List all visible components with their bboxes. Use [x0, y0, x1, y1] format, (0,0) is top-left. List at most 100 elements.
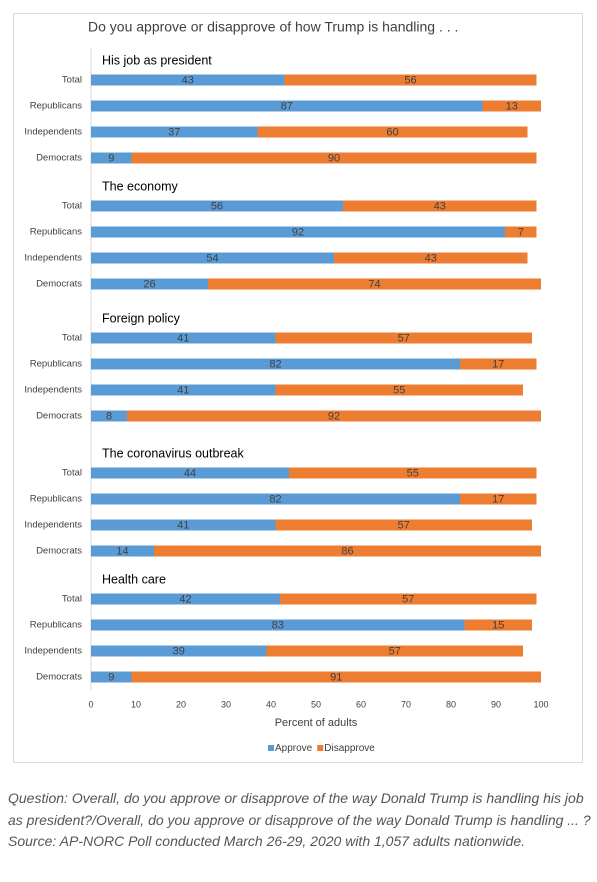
bar-segment [91, 200, 343, 212]
data-label: 7 [518, 226, 524, 238]
data-label: 86 [341, 545, 353, 557]
category-label: Republicans [30, 620, 83, 631]
legend-swatch [317, 745, 324, 751]
panel-title: The economy [102, 179, 178, 193]
bar-segment [280, 593, 537, 605]
category-label: Republicans [30, 494, 83, 505]
data-label: 82 [269, 493, 281, 505]
bar-segment [91, 545, 154, 557]
bar-segment [482, 100, 541, 112]
chart-title: Do you approve or disapprove of how Trum… [88, 19, 458, 35]
bar-segment [91, 358, 460, 370]
category-label: Independents [24, 646, 82, 657]
data-label: 90 [328, 152, 340, 164]
caption-source: Source: AP-NORC Poll conducted March 26-… [8, 833, 525, 849]
chart: Do you approve or disapprove of how Trum… [13, 13, 583, 763]
category-label: Democrats [36, 153, 82, 164]
category-label: Independents [24, 385, 82, 396]
category-label: Democrats [36, 279, 82, 290]
x-tick-label: 80 [446, 699, 456, 709]
data-label: 87 [281, 100, 293, 112]
data-label: 43 [425, 252, 437, 264]
x-axis-label: Percent of adults [275, 717, 358, 729]
data-label: 9 [108, 671, 114, 683]
bar-segment [91, 619, 465, 631]
x-tick-label: 70 [401, 699, 411, 709]
bar-segment [91, 519, 276, 531]
data-label: 26 [143, 278, 155, 290]
x-tick-label: 0 [88, 699, 93, 709]
data-label: 9 [108, 152, 114, 164]
caption-question: Question: Overall, do you approve or dis… [8, 790, 591, 828]
bar-segment [91, 593, 280, 605]
bar-segment [91, 126, 258, 138]
panel-title: Health care [102, 572, 166, 586]
category-label: Total [62, 468, 82, 479]
bar-segment [464, 619, 532, 631]
data-label: 56 [404, 74, 416, 86]
panel-title: The coronavirus outbreak [102, 446, 244, 460]
x-tick-label: 60 [356, 699, 366, 709]
bar-segment [131, 152, 537, 164]
data-label: 42 [179, 593, 191, 605]
bar-segment [275, 332, 532, 344]
data-label: 92 [328, 410, 340, 422]
category-label: Total [62, 594, 82, 605]
category-label: Total [62, 201, 82, 212]
category-label: Republicans [30, 227, 83, 238]
data-label: 57 [389, 645, 401, 657]
caption: Question: Overall, do you approve or dis… [8, 788, 593, 853]
data-label: 55 [393, 384, 405, 396]
bar-segment [460, 358, 537, 370]
data-label: 37 [168, 126, 180, 138]
data-label: 41 [177, 519, 189, 531]
bar-segment [343, 200, 537, 212]
legend-label: Disapprove [324, 743, 375, 754]
bar-segment [284, 74, 537, 86]
bar-segment [91, 332, 276, 344]
data-label: 41 [177, 332, 189, 344]
data-label: 55 [407, 467, 419, 479]
bar-segment [266, 645, 523, 657]
category-label: Republicans [30, 101, 83, 112]
category-label: Independents [24, 127, 82, 138]
bar-segment [127, 410, 541, 422]
data-label: 57 [398, 519, 410, 531]
legend-label: Approve [275, 743, 313, 754]
data-label: 60 [386, 126, 398, 138]
data-label: 41 [177, 384, 189, 396]
panel-title: Foreign policy [102, 311, 181, 325]
x-tick-label: 50 [311, 699, 321, 709]
data-label: 43 [434, 200, 446, 212]
data-label: 14 [116, 545, 128, 557]
data-label: 92 [292, 226, 304, 238]
bar-segment [91, 278, 208, 290]
data-label: 17 [492, 493, 504, 505]
bar-segment [131, 671, 541, 683]
data-label: 43 [182, 74, 194, 86]
bar-segment [154, 545, 541, 557]
category-label: Independents [24, 253, 82, 264]
bar-segment [91, 74, 285, 86]
data-label: 57 [398, 332, 410, 344]
bar-segment [91, 493, 460, 505]
category-label: Democrats [36, 411, 82, 422]
bar-segment [275, 384, 523, 396]
category-label: Total [62, 75, 82, 86]
data-label: 44 [184, 467, 196, 479]
x-tick-label: 40 [266, 699, 276, 709]
legend-swatch [268, 745, 274, 751]
x-tick-label: 30 [221, 699, 231, 709]
category-label: Democrats [36, 546, 82, 557]
bar-segment [91, 645, 267, 657]
x-tick-label: 100 [533, 699, 548, 709]
data-label: 13 [506, 100, 518, 112]
data-label: 8 [106, 410, 112, 422]
x-tick-label: 90 [491, 699, 501, 709]
x-tick-label: 10 [131, 699, 141, 709]
x-tick-label: 20 [176, 699, 186, 709]
bar-segment [91, 100, 483, 112]
data-label: 54 [206, 252, 218, 264]
bar-segment [275, 519, 532, 531]
